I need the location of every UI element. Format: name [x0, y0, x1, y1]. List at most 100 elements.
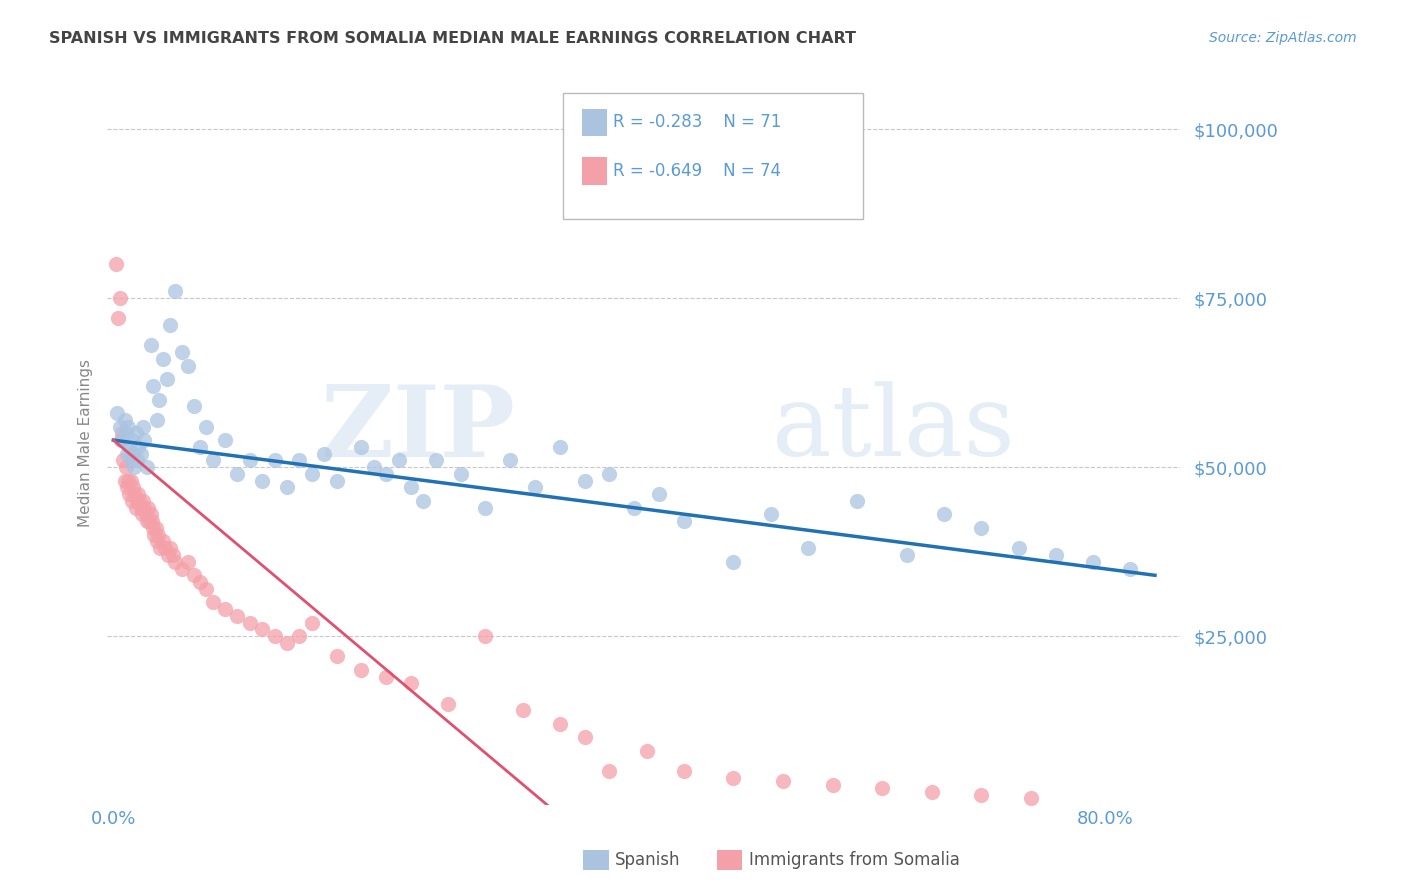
Point [623, 500, 645, 515]
Text: R = -0.283    N = 71: R = -0.283 N = 71 [613, 113, 782, 131]
Point [598, 764, 620, 779]
Point [250, 474, 273, 488]
Point [226, 608, 249, 623]
Point [117, 474, 139, 488]
Point [111, 433, 134, 447]
Point [239, 615, 262, 630]
Point [723, 771, 745, 785]
Point [772, 774, 794, 789]
Point [574, 731, 596, 745]
Point [104, 257, 127, 271]
Point [134, 500, 156, 515]
Point [159, 318, 181, 333]
Text: Spanish: Spanish [614, 851, 681, 869]
Point [127, 440, 149, 454]
Text: Immigrants from Somalia: Immigrants from Somalia [749, 851, 960, 869]
Point [288, 629, 311, 643]
Point [301, 615, 323, 630]
Point [195, 419, 218, 434]
Point [131, 508, 153, 522]
Point [135, 508, 157, 522]
Point [127, 487, 149, 501]
Point [523, 480, 546, 494]
Point [425, 453, 447, 467]
Point [110, 433, 132, 447]
Point [118, 440, 141, 454]
Point [214, 433, 236, 447]
Point [970, 521, 993, 535]
Point [474, 500, 496, 515]
Bar [582, 157, 607, 185]
Point [399, 676, 422, 690]
Point [135, 514, 157, 528]
Point [125, 494, 148, 508]
FancyBboxPatch shape [562, 93, 863, 219]
Point [183, 568, 205, 582]
Point [124, 487, 146, 501]
Point [314, 447, 336, 461]
Point [896, 548, 918, 562]
Point [821, 778, 844, 792]
Point [145, 521, 167, 535]
Point [201, 453, 224, 467]
Point [107, 311, 129, 326]
Point [759, 508, 782, 522]
Point [375, 670, 398, 684]
Point [263, 453, 285, 467]
Point [474, 629, 496, 643]
Point [183, 400, 205, 414]
Point [548, 717, 571, 731]
Point [114, 413, 136, 427]
Point [132, 419, 155, 434]
Point [146, 527, 169, 541]
Point [124, 500, 146, 515]
Point [122, 447, 145, 461]
Point [512, 703, 534, 717]
Point [970, 788, 993, 802]
Point [672, 764, 695, 779]
Point [648, 487, 671, 501]
Point [188, 440, 211, 454]
Point [574, 474, 596, 488]
Point [387, 453, 409, 467]
Point [108, 419, 131, 434]
Point [214, 602, 236, 616]
Point [846, 494, 869, 508]
Point [142, 379, 165, 393]
Point [276, 480, 298, 494]
Point [159, 541, 181, 556]
Point [165, 555, 187, 569]
Point [145, 413, 167, 427]
Point [399, 480, 422, 494]
Point [143, 527, 166, 541]
Point [177, 359, 200, 373]
Point [152, 534, 174, 549]
Point [239, 453, 262, 467]
Point [548, 440, 571, 454]
Point [134, 433, 156, 447]
Point [934, 508, 956, 522]
Point [117, 419, 139, 434]
Point [226, 467, 249, 481]
Text: R = -0.649    N = 74: R = -0.649 N = 74 [613, 161, 782, 180]
Point [111, 426, 134, 441]
Point [114, 474, 136, 488]
Point [121, 494, 143, 508]
Point [375, 467, 398, 481]
Point [195, 582, 218, 596]
Point [114, 426, 136, 441]
Point [1081, 555, 1104, 569]
Point [170, 345, 193, 359]
Point [145, 534, 167, 549]
Point [152, 351, 174, 366]
Point [139, 338, 162, 352]
Point [301, 467, 323, 481]
Point [450, 467, 472, 481]
Point [723, 555, 745, 569]
Point [124, 426, 146, 441]
Point [120, 453, 142, 467]
Point [135, 460, 157, 475]
Point [598, 467, 620, 481]
Point [129, 500, 152, 515]
Point [138, 514, 160, 528]
